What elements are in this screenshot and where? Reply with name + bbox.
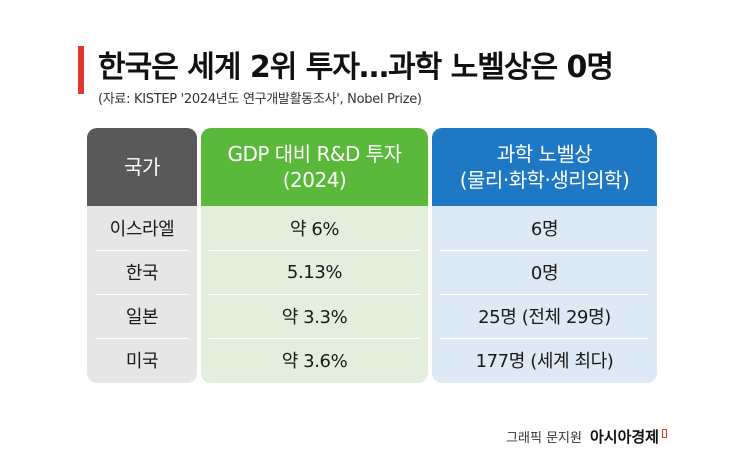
source-note: (자료: KISTEP '2024년도 연구개발활동조사', Nobel Pri…: [98, 92, 422, 107]
publisher-logo-mark-icon: [662, 429, 667, 438]
country-column: 국가 이스라엘 한국 일본 미국: [87, 128, 197, 383]
rd-header-line-2: (2024): [282, 168, 347, 192]
table-cell-nobel: 25명 (전체 29명): [478, 307, 611, 328]
row-divider: [440, 338, 649, 339]
table-cell-country: 한국: [125, 263, 159, 284]
graphic-credit: 그래픽 문지원: [506, 431, 582, 446]
country-header-line: 국가: [124, 155, 160, 179]
table-cell-rd-investment: 5.13%: [286, 261, 343, 283]
table-cell-rd-investment: 약 3.3%: [281, 307, 348, 328]
nobel-header-line-2: (물리·화학·생리의학): [459, 168, 630, 192]
comparison-table: 국가 이스라엘 한국 일본 미국 GDP 대비 R&D 투자 (2024) 약 …: [87, 128, 657, 383]
row-divider: [209, 338, 420, 339]
table-cell-nobel: 6명: [530, 219, 559, 240]
table-cell-country: 일본: [125, 307, 159, 328]
row-divider: [440, 250, 649, 251]
table-cell-country: 이스라엘: [109, 219, 175, 240]
nobel-column-header: 과학 노벨상 (물리·화학·생리의학): [432, 128, 657, 206]
rd-investment-column: GDP 대비 R&D 투자 (2024) 약 6% 5.13% 약 3.3% 약…: [201, 128, 428, 383]
nobel-header-line-1: 과학 노벨상: [496, 142, 593, 166]
nobel-column: 과학 노벨상 (물리·화학·생리의학) 6명 0명 25명 (전체 29명) 1…: [432, 128, 657, 383]
row-divider: [209, 294, 420, 295]
table-cell-rd-investment: 약 6%: [289, 219, 340, 240]
title-accent-bar: [78, 46, 84, 94]
rd-investment-column-header: GDP 대비 R&D 투자 (2024): [201, 128, 428, 206]
row-divider: [95, 294, 189, 295]
row-divider: [95, 250, 189, 251]
table-cell-rd-investment: 약 3.6%: [281, 351, 348, 372]
publisher-logo-text: 아시아경제: [589, 428, 659, 446]
country-column-header: 국가: [87, 128, 197, 206]
row-divider: [95, 338, 189, 339]
table-cell-nobel: 177명 (세계 최다): [475, 351, 614, 372]
credit-line: 그래픽 문지원 아시아경제: [506, 426, 667, 447]
table-cell-country: 미국: [125, 351, 159, 372]
row-divider: [440, 294, 649, 295]
table-cell-nobel: 0명: [530, 263, 559, 284]
rd-header-line-1: GDP 대비 R&D 투자: [227, 142, 402, 166]
chart-title: 한국은 세계 2위 투자…과학 노벨상은 0명: [98, 50, 614, 85]
row-divider: [209, 250, 420, 251]
